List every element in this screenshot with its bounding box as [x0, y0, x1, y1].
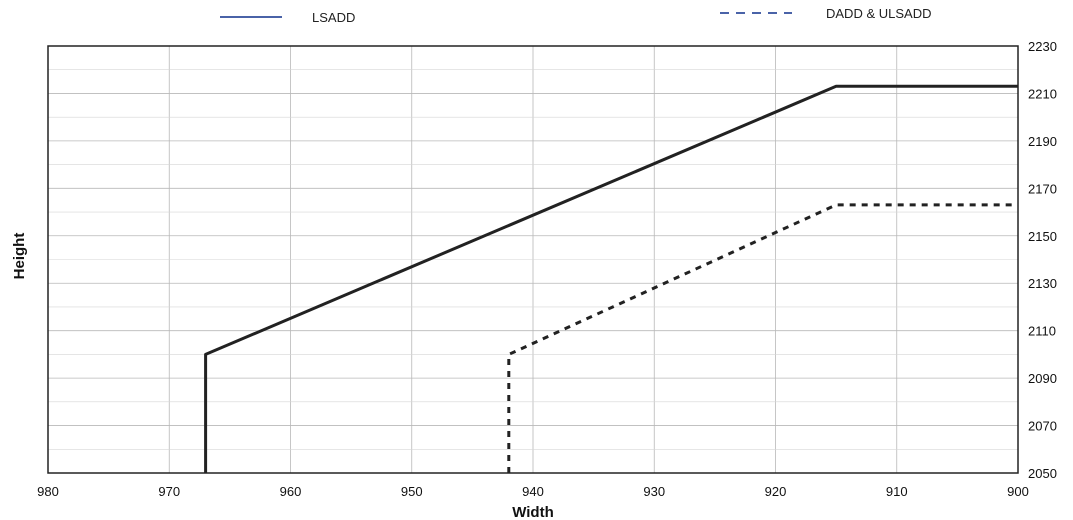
series-layer: [204, 84, 1018, 473]
x-tick-label: 940: [522, 484, 544, 499]
y-axis-label: Height: [11, 233, 28, 280]
x-axis-label: Width: [512, 504, 554, 520]
y-axis: 2050 2070 2090 2110 2130 2150 2170 2190 2210 2230: [1028, 39, 1057, 481]
x-tick-label: 960: [280, 484, 302, 499]
legend-label-lsadd: LSADD: [312, 10, 355, 25]
legend: LSADD DADD & ULSADD: [220, 6, 931, 25]
y-tick-label: 2070: [1028, 419, 1057, 434]
grid: [47, 45, 1019, 474]
y-tick-label: 2090: [1028, 371, 1057, 386]
y-tick-label: 2190: [1028, 134, 1057, 149]
y-tick-label: 2110: [1028, 324, 1056, 339]
y-tick-label: 2170: [1028, 181, 1057, 196]
x-tick-label: 980: [37, 484, 59, 499]
series-line-lsadd: [204, 84, 1018, 473]
x-tick-label: 910: [886, 484, 908, 499]
x-axis: 980 970 960 950 940 930 920 910 900: [37, 484, 1029, 499]
y-tick-label: 2210: [1028, 86, 1057, 101]
y-tick-label: 2230: [1028, 39, 1057, 54]
x-tick-label: 900: [1007, 484, 1029, 499]
y-tick-label: 2050: [1028, 466, 1057, 481]
x-tick-label: 930: [643, 484, 665, 499]
plot-area: [47, 45, 1019, 474]
x-tick-label: 970: [158, 484, 180, 499]
legend-label-dadd-ulsadd: DADD & ULSADD: [826, 6, 931, 21]
y-tick-label: 2150: [1028, 229, 1057, 244]
series-line-dadd-ulsadd: [507, 203, 1018, 473]
y-tick-label: 2130: [1028, 276, 1057, 291]
x-tick-label: 920: [765, 484, 787, 499]
x-tick-label: 950: [401, 484, 423, 499]
